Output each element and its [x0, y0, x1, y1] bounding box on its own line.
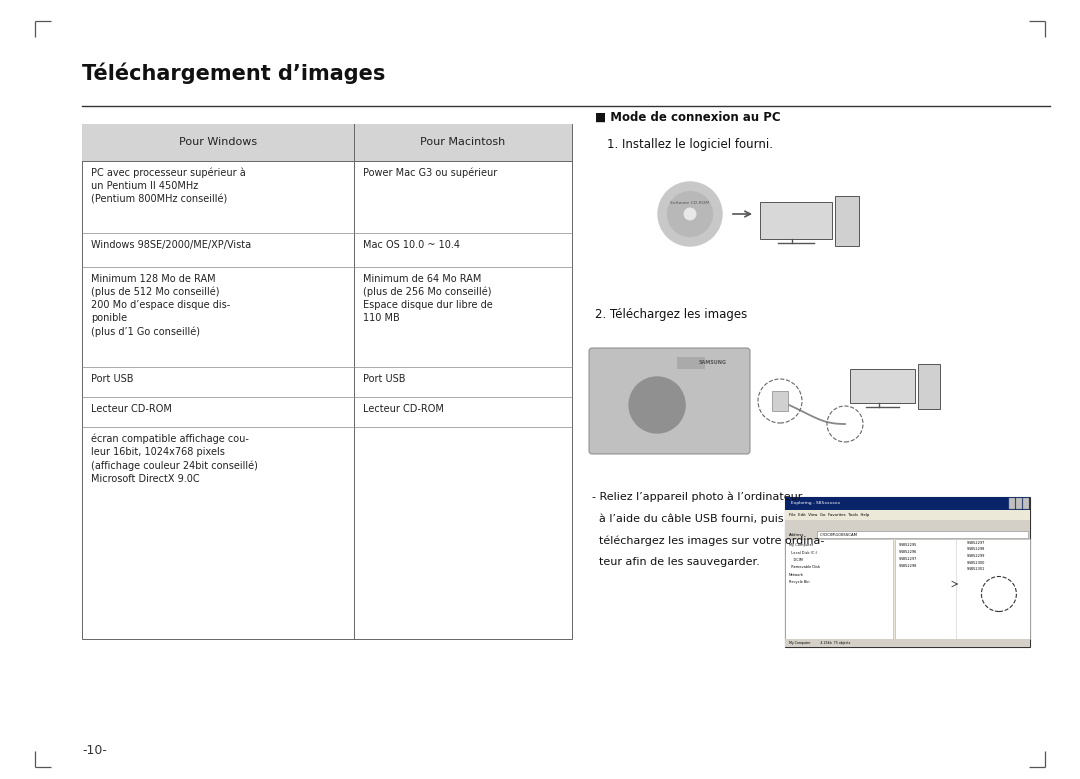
- Text: Address: Address: [789, 533, 805, 537]
- Text: Exploring - S85xxxxxx: Exploring - S85xxxxxx: [791, 502, 840, 506]
- Circle shape: [649, 397, 665, 413]
- Bar: [1023, 498, 1029, 509]
- Bar: [785, 520, 1030, 530]
- Text: Mac OS 10.0 ~ 10.4: Mac OS 10.0 ~ 10.4: [363, 240, 460, 250]
- Bar: [785, 530, 1030, 539]
- Text: Minimum 128 Mo de RAM
(plus de 512 Mo conseillé)
200 Mo d’espace disque dis-
pon: Minimum 128 Mo de RAM (plus de 512 Mo co…: [91, 274, 230, 337]
- Bar: [785, 639, 1030, 647]
- Bar: [677, 357, 705, 369]
- Text: Software CD-ROM: Software CD-ROM: [671, 201, 710, 205]
- Text: SN852299: SN852299: [967, 554, 985, 558]
- Bar: [895, 539, 1030, 639]
- Text: 1. Installez le logiciel fourni.: 1. Installez le logiciel fourni.: [607, 138, 773, 151]
- Text: Removable Disk: Removable Disk: [789, 566, 820, 569]
- Text: -10-: -10-: [82, 744, 107, 757]
- Bar: [82, 124, 572, 639]
- Text: Minimum de 64 Mo RAM
(plus de 256 Mo conseillé)
Espace disque dur libre de
110 M: Minimum de 64 Mo RAM (plus de 256 Mo con…: [363, 274, 492, 323]
- Text: Téléchargement d’images: Téléchargement d’images: [82, 62, 386, 84]
- Text: SN852301: SN852301: [967, 567, 985, 571]
- Text: Pour Windows: Pour Windows: [179, 138, 257, 147]
- Text: Windows 98SE/2000/ME/XP/Vista: Windows 98SE/2000/ME/XP/Vista: [91, 240, 252, 250]
- Text: My Computer          4.25kb  75 objects: My Computer 4.25kb 75 objects: [789, 641, 850, 645]
- FancyBboxPatch shape: [589, 348, 750, 454]
- Text: Local Disk (C:): Local Disk (C:): [789, 551, 816, 555]
- Text: SN852295: SN852295: [899, 543, 917, 547]
- Text: Lecteur CD-ROM: Lecteur CD-ROM: [91, 404, 172, 414]
- Text: Lecteur CD-ROM: Lecteur CD-ROM: [363, 404, 444, 414]
- Text: - Reliez l’appareil photo à l’ordinateur: - Reliez l’appareil photo à l’ordinateur: [592, 491, 802, 502]
- Text: SN852297: SN852297: [899, 557, 917, 561]
- Text: Port USB: Port USB: [363, 374, 405, 384]
- Text: DCIM: DCIM: [789, 558, 802, 562]
- Text: SN852298: SN852298: [967, 548, 985, 552]
- Text: SAMSUNG: SAMSUNG: [699, 361, 727, 365]
- Bar: [1009, 498, 1015, 509]
- Text: My Computer: My Computer: [789, 543, 813, 547]
- Circle shape: [685, 208, 696, 220]
- Bar: [785, 497, 1030, 647]
- Bar: [816, 531, 1028, 538]
- Bar: [835, 196, 859, 246]
- Circle shape: [667, 192, 713, 236]
- Text: SN852296: SN852296: [899, 550, 917, 554]
- Bar: [785, 539, 893, 639]
- Text: SN852297: SN852297: [967, 541, 985, 545]
- Bar: [1016, 498, 1022, 509]
- Bar: [772, 391, 788, 411]
- Circle shape: [658, 182, 723, 246]
- Circle shape: [629, 377, 685, 433]
- Circle shape: [635, 383, 679, 427]
- Bar: [918, 364, 940, 409]
- Bar: [850, 369, 915, 403]
- Text: Port USB: Port USB: [91, 374, 134, 384]
- Text: Network: Network: [789, 573, 804, 577]
- Circle shape: [642, 389, 673, 421]
- Bar: [785, 510, 1030, 520]
- Text: C:\DCIM\100SSCAM: C:\DCIM\100SSCAM: [820, 533, 858, 537]
- Text: PC avec processeur supérieur à
un Pentium II 450MHz
(Pentium 800MHz conseillé): PC avec processeur supérieur à un Pentiu…: [91, 168, 246, 204]
- Text: écran compatible affichage cou-
leur 16bit, 1024x768 pixels
(affichage couleur 2: écran compatible affichage cou- leur 16b…: [91, 434, 258, 484]
- Text: Pour Macintosh: Pour Macintosh: [420, 138, 505, 147]
- Text: SN852300: SN852300: [967, 561, 985, 565]
- Text: Power Mac G3 ou supérieur: Power Mac G3 ou supérieur: [363, 168, 497, 178]
- Bar: [760, 202, 832, 239]
- Text: 2. Téléchargez les images: 2. Téléchargez les images: [595, 308, 747, 321]
- Text: Recycle Bin: Recycle Bin: [789, 580, 810, 584]
- Text: File  Edit  View  Go  Favorites  Tools  Help: File Edit View Go Favorites Tools Help: [789, 513, 869, 517]
- Text: teur afin de les sauvegarder.: teur afin de les sauvegarder.: [592, 557, 759, 567]
- Bar: [82, 124, 572, 161]
- Text: SN852298: SN852298: [899, 564, 917, 568]
- Text: ■ Mode de connexion au PC: ■ Mode de connexion au PC: [595, 111, 781, 124]
- Text: téléchargez les images sur votre ordina-: téléchargez les images sur votre ordina-: [592, 535, 824, 545]
- Bar: [785, 497, 1030, 510]
- Text: à l’aide du câble USB fourni, puis: à l’aide du câble USB fourni, puis: [592, 513, 784, 523]
